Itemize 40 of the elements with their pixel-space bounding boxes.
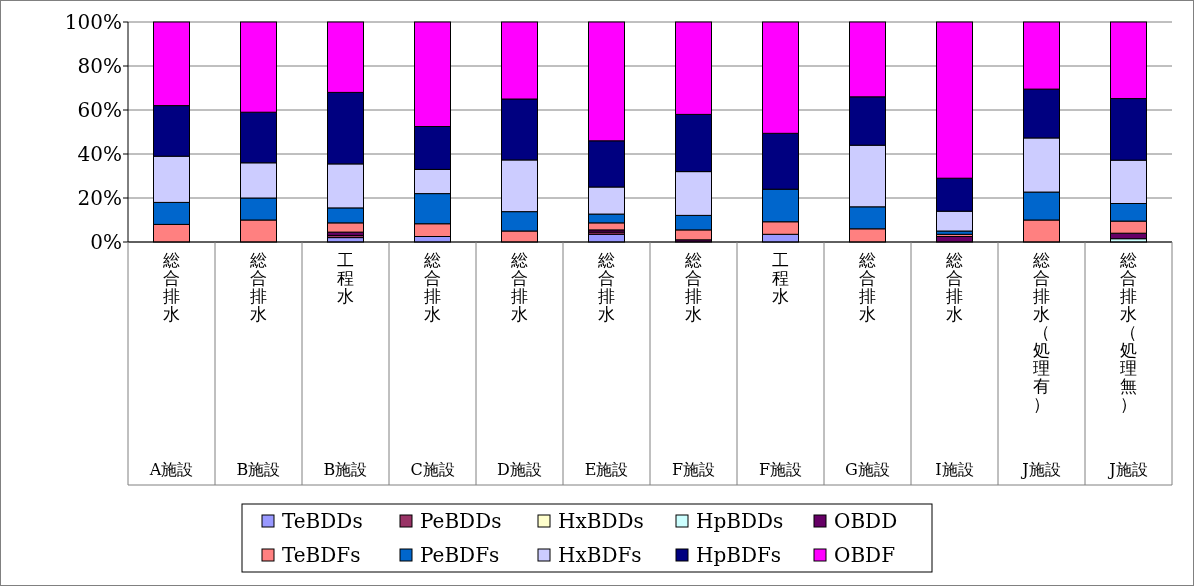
y-tick-label: 40%: [77, 142, 122, 166]
legend-label: TeBDDs: [282, 509, 363, 533]
legend-label: TeBDFs: [282, 543, 361, 567]
legend-label: PeBDFs: [420, 543, 500, 567]
text: D施設: [497, 460, 542, 479]
y-tick-label: 60%: [77, 98, 122, 122]
category-label: 総合排水（処理無）: [1120, 250, 1137, 414]
text: B施設: [323, 460, 368, 479]
x-tick-label: 工程水: [772, 250, 789, 306]
x-tick-label: 総合排水: [945, 250, 963, 324]
legend-label: HpBDDs: [696, 509, 784, 533]
text: F施設: [758, 460, 803, 479]
x-tick-label: 総合排水: [162, 250, 180, 324]
text: G施設: [845, 460, 890, 479]
legend-label: HxBDFs: [558, 543, 642, 567]
text: E施設: [584, 460, 629, 479]
legend-label: OBDF: [834, 543, 896, 567]
y-tick-label: 20%: [77, 186, 122, 210]
x-tick-label: 総合排水: [423, 250, 441, 324]
x-tick-label: 総合排水: [858, 250, 876, 324]
y-tick-label: 100%: [64, 10, 122, 34]
text: J施設: [1107, 460, 1148, 479]
y-tick-label: 0%: [90, 230, 122, 254]
text: F施設: [671, 460, 716, 479]
text: A施設: [148, 460, 194, 479]
x-tick-label: 総合排水: [684, 250, 702, 324]
text: J施設: [1020, 460, 1061, 479]
text: C施設: [410, 460, 455, 479]
x-tick-label: 総合排水: [597, 250, 615, 324]
legend-label: HpBDFs: [696, 543, 782, 567]
y-tick-label: 80%: [77, 54, 122, 78]
text: B施設: [236, 460, 281, 479]
x-tick-label: 工程水: [337, 250, 354, 306]
x-tick-label: 総合排水: [510, 250, 528, 324]
legend-label: OBDD: [834, 509, 898, 533]
text: I施設: [935, 460, 974, 479]
x-tick-label: 総合排水: [249, 250, 267, 324]
legend-label: HxBDDs: [558, 509, 644, 533]
category-label: 総合排水（処理有）: [1033, 250, 1050, 414]
legend-label: PeBDDs: [420, 509, 502, 533]
